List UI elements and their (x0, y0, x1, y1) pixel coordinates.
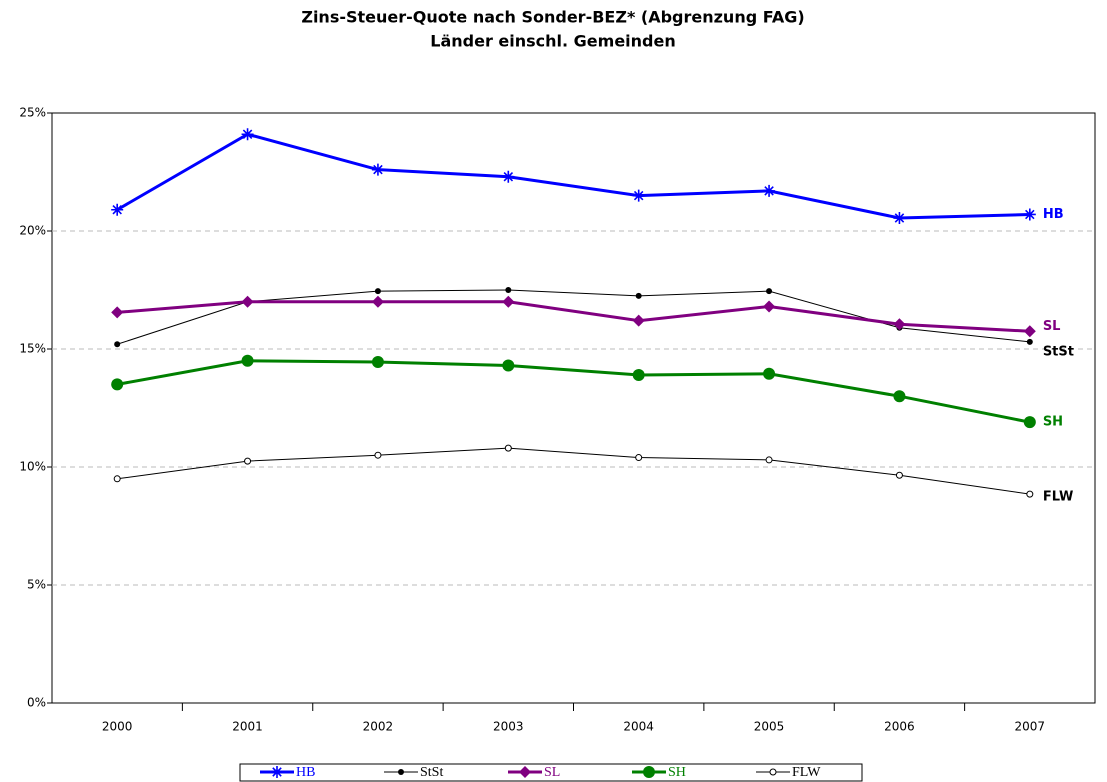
y-tick-label: 10% (19, 460, 46, 474)
x-tick-label: 2004 (623, 720, 654, 734)
x-tick-label: 2005 (754, 720, 785, 734)
marker (1026, 490, 1034, 498)
marker (504, 444, 512, 452)
marker (632, 368, 645, 381)
legend-marker (519, 766, 531, 778)
marker (763, 367, 776, 380)
marker (1023, 208, 1036, 221)
marker (113, 475, 121, 483)
marker (505, 287, 512, 293)
plot-frame (51, 112, 1096, 704)
marker (371, 295, 384, 308)
marker (635, 292, 642, 299)
series-line (116, 359, 1031, 424)
marker (374, 451, 382, 459)
x-tick-label: 2003 (493, 720, 524, 734)
chart-title: Zins-Steuer-Quote nach Sonder-BEZ* (Abgr… (301, 8, 804, 27)
marker (374, 288, 381, 295)
marker (766, 288, 773, 295)
marker (1023, 416, 1036, 429)
marker (241, 295, 254, 308)
marker (114, 341, 121, 348)
marker (371, 163, 384, 176)
marker (893, 318, 906, 331)
legend-label: SL (544, 765, 560, 780)
marker (111, 306, 124, 319)
legend-marker (398, 769, 404, 775)
marker (241, 354, 254, 367)
marker (244, 457, 252, 465)
series-line (117, 300, 1030, 333)
legend-label: StSt (420, 765, 443, 780)
marker (632, 314, 645, 327)
legend-label: FLW (792, 765, 821, 780)
x-tick-label: 2001 (232, 720, 263, 734)
end-label: SH (1043, 415, 1063, 430)
legend-marker (769, 768, 777, 776)
marker (502, 359, 515, 372)
legend-marker (643, 766, 655, 778)
y-tick-label: 20% (19, 224, 46, 238)
marker (895, 471, 903, 479)
legend-label: HB (296, 765, 315, 780)
marker (765, 456, 773, 464)
y-tick-label: 15% (19, 342, 46, 356)
marker (635, 454, 643, 462)
marker (371, 355, 384, 368)
x-tick-label: 2000 (102, 720, 133, 734)
series-line (116, 132, 1030, 220)
series-line (117, 447, 1030, 495)
marker (763, 300, 776, 313)
legend-marker (271, 766, 283, 778)
marker (502, 170, 515, 183)
x-tick-label: 2007 (1015, 720, 1046, 734)
end-label: FLW (1043, 490, 1074, 505)
chart-subtitle: Länder einschl. Gemeinden (430, 32, 675, 51)
x-tick-label: 2006 (884, 720, 915, 734)
x-tick-label: 2002 (363, 720, 394, 734)
legend-box (239, 763, 863, 782)
end-label: StSt (1043, 344, 1074, 359)
marker (1026, 338, 1033, 345)
end-label: HB (1043, 207, 1064, 222)
marker (893, 212, 906, 225)
legend-label: SH (668, 765, 686, 780)
marker (502, 295, 515, 308)
y-tick-label: 0% (27, 696, 46, 710)
end-label: SL (1043, 319, 1061, 334)
marker (111, 378, 124, 391)
series-line (117, 289, 1030, 345)
marker (893, 390, 906, 403)
marker (632, 189, 645, 202)
marker (241, 128, 254, 141)
marker (111, 203, 124, 216)
marker (1023, 325, 1036, 338)
marker (763, 184, 776, 197)
y-tick-label: 5% (27, 578, 46, 592)
y-tick-label: 25% (19, 106, 46, 120)
